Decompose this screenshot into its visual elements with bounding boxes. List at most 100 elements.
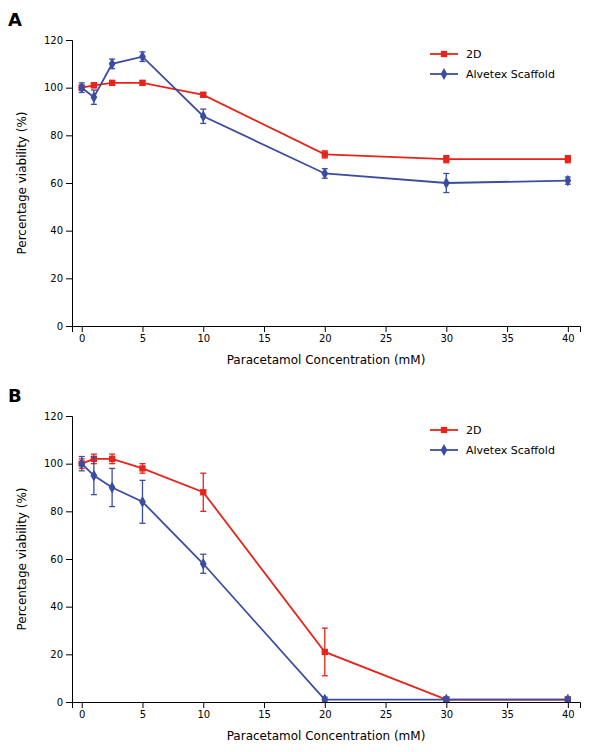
- marker: [139, 465, 145, 471]
- error-bar-cap: [91, 494, 97, 495]
- legend-item: Alvetex Scaffold: [430, 68, 555, 81]
- marker: [109, 482, 116, 494]
- y-tick: 80: [50, 130, 72, 141]
- series-line: [82, 57, 568, 183]
- y-tick-mark: [66, 40, 72, 41]
- error-bar-cap: [200, 123, 206, 124]
- panel: 0510152025303540020406080100120Paracetam…: [8, 9, 581, 367]
- x-tick-label: 5: [140, 709, 146, 720]
- panel-label: A: [8, 9, 22, 30]
- x-tick-mark: [507, 326, 508, 332]
- error-bar-cap: [91, 456, 97, 457]
- error-bar-cap: [79, 470, 85, 471]
- series-line: [82, 464, 568, 700]
- x-tick-mark: [507, 702, 508, 708]
- y-tick-label: 40: [50, 225, 63, 236]
- error-bar: [79, 457, 85, 471]
- error-bar: [200, 554, 206, 573]
- y-tick-label: 20: [50, 273, 63, 284]
- x-tick-mark: [325, 702, 326, 708]
- error-bar-cap: [200, 573, 206, 574]
- series: [78, 51, 571, 193]
- legend-label: Alvetex Scaffold: [466, 444, 555, 457]
- y-tick: 120: [44, 35, 72, 46]
- x-tick-label: 5: [140, 333, 146, 344]
- error-bar-cap: [443, 192, 449, 193]
- y-tick: 0: [57, 321, 72, 332]
- y-tick: 20: [50, 649, 72, 660]
- y-tick-label: 20: [50, 649, 63, 660]
- error-bar: [322, 151, 328, 158]
- x-tick-label: 40: [562, 709, 575, 720]
- y-tick-mark: [66, 231, 72, 232]
- marker: [139, 80, 145, 86]
- y-tick-mark: [66, 278, 72, 279]
- error-bar-cap: [322, 627, 328, 628]
- marker: [565, 156, 571, 162]
- legend-label: 2D: [466, 48, 481, 61]
- error-bar: [565, 156, 571, 163]
- marker: [200, 92, 206, 98]
- x-tick: 5: [140, 326, 146, 344]
- y-axis-line: [66, 41, 73, 327]
- error-bar-cap: [443, 173, 449, 174]
- y-tick: 60: [50, 178, 72, 189]
- x-axis-line: [73, 703, 581, 709]
- marker: [109, 80, 115, 86]
- y-tick-mark: [66, 511, 72, 512]
- error-bar: [109, 468, 115, 506]
- x-axis-title: Paracetamol Concentration (mM): [227, 729, 426, 743]
- y-tick-label: 60: [50, 178, 63, 189]
- marker: [200, 110, 207, 122]
- x-tick-label: 10: [197, 333, 210, 344]
- x-tick-label: 25: [380, 333, 393, 344]
- x-tick-mark: [203, 702, 204, 708]
- y-tick-label: 40: [50, 601, 63, 612]
- error-bar-cap: [91, 104, 97, 105]
- x-tick-mark: [568, 326, 569, 332]
- x-tick: 40: [562, 702, 575, 720]
- error-bar: [109, 81, 115, 86]
- x-tick: 0: [79, 326, 85, 344]
- error-bar-cap: [200, 473, 206, 474]
- error-bar-cap: [91, 89, 97, 90]
- x-tick-label: 35: [501, 333, 514, 344]
- error-bar: [139, 464, 145, 474]
- x-tick-mark: [264, 326, 265, 332]
- marker: [443, 177, 450, 189]
- x-tick-mark: [568, 702, 569, 708]
- x-tick: 30: [440, 326, 453, 344]
- marker: [78, 82, 85, 94]
- series: [79, 80, 571, 163]
- x-tick-mark: [264, 702, 265, 708]
- x-tick: 30: [440, 702, 453, 720]
- x-axis: 0510152025303540: [73, 702, 581, 720]
- x-tick-mark: [142, 326, 143, 332]
- error-bar-cap: [109, 463, 115, 464]
- y-tick: 60: [50, 554, 72, 565]
- x-tick-label: 25: [380, 709, 393, 720]
- y-tick: 80: [50, 506, 72, 517]
- error-bar: [139, 81, 145, 86]
- error-bar-cap: [139, 463, 145, 464]
- y-axis-line: [66, 417, 73, 703]
- error-bar-cap: [139, 473, 145, 474]
- legend-marker: [441, 444, 448, 456]
- y-tick-label: 80: [50, 130, 63, 141]
- x-tick: 10: [197, 702, 210, 720]
- y-tick: 40: [50, 601, 72, 612]
- y-tick-mark: [66, 416, 72, 417]
- x-tick: 5: [140, 702, 146, 720]
- x-tick-label: 35: [501, 709, 514, 720]
- error-bar-cap: [322, 675, 328, 676]
- legend-marker: [441, 68, 448, 80]
- y-axis: 020406080100120: [44, 411, 73, 708]
- chart: 0510152025303540020406080100120Paracetam…: [0, 0, 600, 752]
- marker: [139, 51, 146, 63]
- x-tick-label: 0: [79, 709, 85, 720]
- plot-area: [78, 454, 571, 702]
- y-tick-label: 120: [44, 35, 63, 46]
- x-tick-label: 40: [562, 333, 575, 344]
- y-tick-mark: [66, 135, 72, 136]
- marker: [109, 456, 115, 462]
